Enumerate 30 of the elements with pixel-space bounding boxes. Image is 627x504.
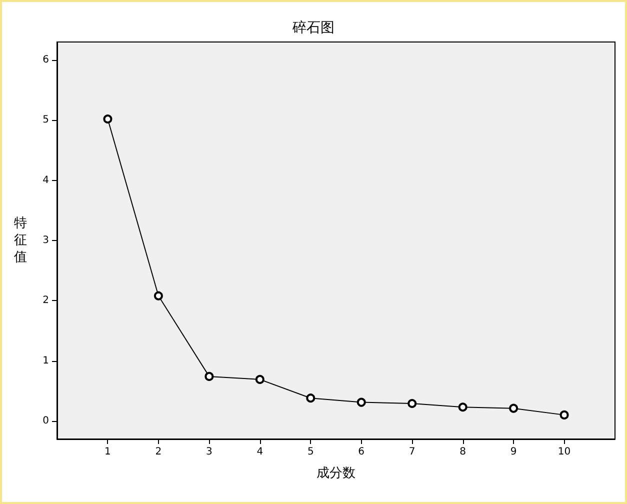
point [306, 394, 316, 403]
x-tick-label: 1 [104, 446, 111, 458]
point [458, 402, 468, 412]
y-tick-label: 4 [42, 174, 49, 186]
x-tick-label: 10 [558, 446, 571, 458]
chart-title: 碎石图 [292, 20, 334, 36]
point [255, 374, 264, 384]
point [408, 399, 417, 408]
point [154, 291, 163, 300]
point [204, 372, 214, 381]
y-tick-label: 5 [42, 114, 49, 126]
point [103, 114, 112, 124]
x-tick-label: 3 [206, 446, 212, 458]
x-tick-label: 2 [155, 446, 162, 458]
x-axis-title: 成分数 [316, 466, 356, 481]
x-tick-label: 4 [256, 446, 264, 458]
x-tick-label: 6 [358, 446, 365, 458]
y-tick-label: 6 [42, 54, 49, 66]
x-tick-label: 7 [408, 446, 416, 458]
point [560, 410, 569, 420]
y-tick-label: 0 [42, 415, 49, 426]
x-tick-label: 5 [307, 446, 314, 458]
point [509, 404, 518, 413]
x-tick-label: 9 [510, 446, 517, 458]
point [356, 398, 366, 407]
y-axis-title: 特征值 [14, 216, 27, 265]
y-tick-label: 3 [42, 235, 49, 246]
y-tick-label: 2 [42, 295, 49, 306]
x-tick-label: 8 [460, 446, 466, 458]
y-tick-label: 1 [42, 355, 49, 366]
